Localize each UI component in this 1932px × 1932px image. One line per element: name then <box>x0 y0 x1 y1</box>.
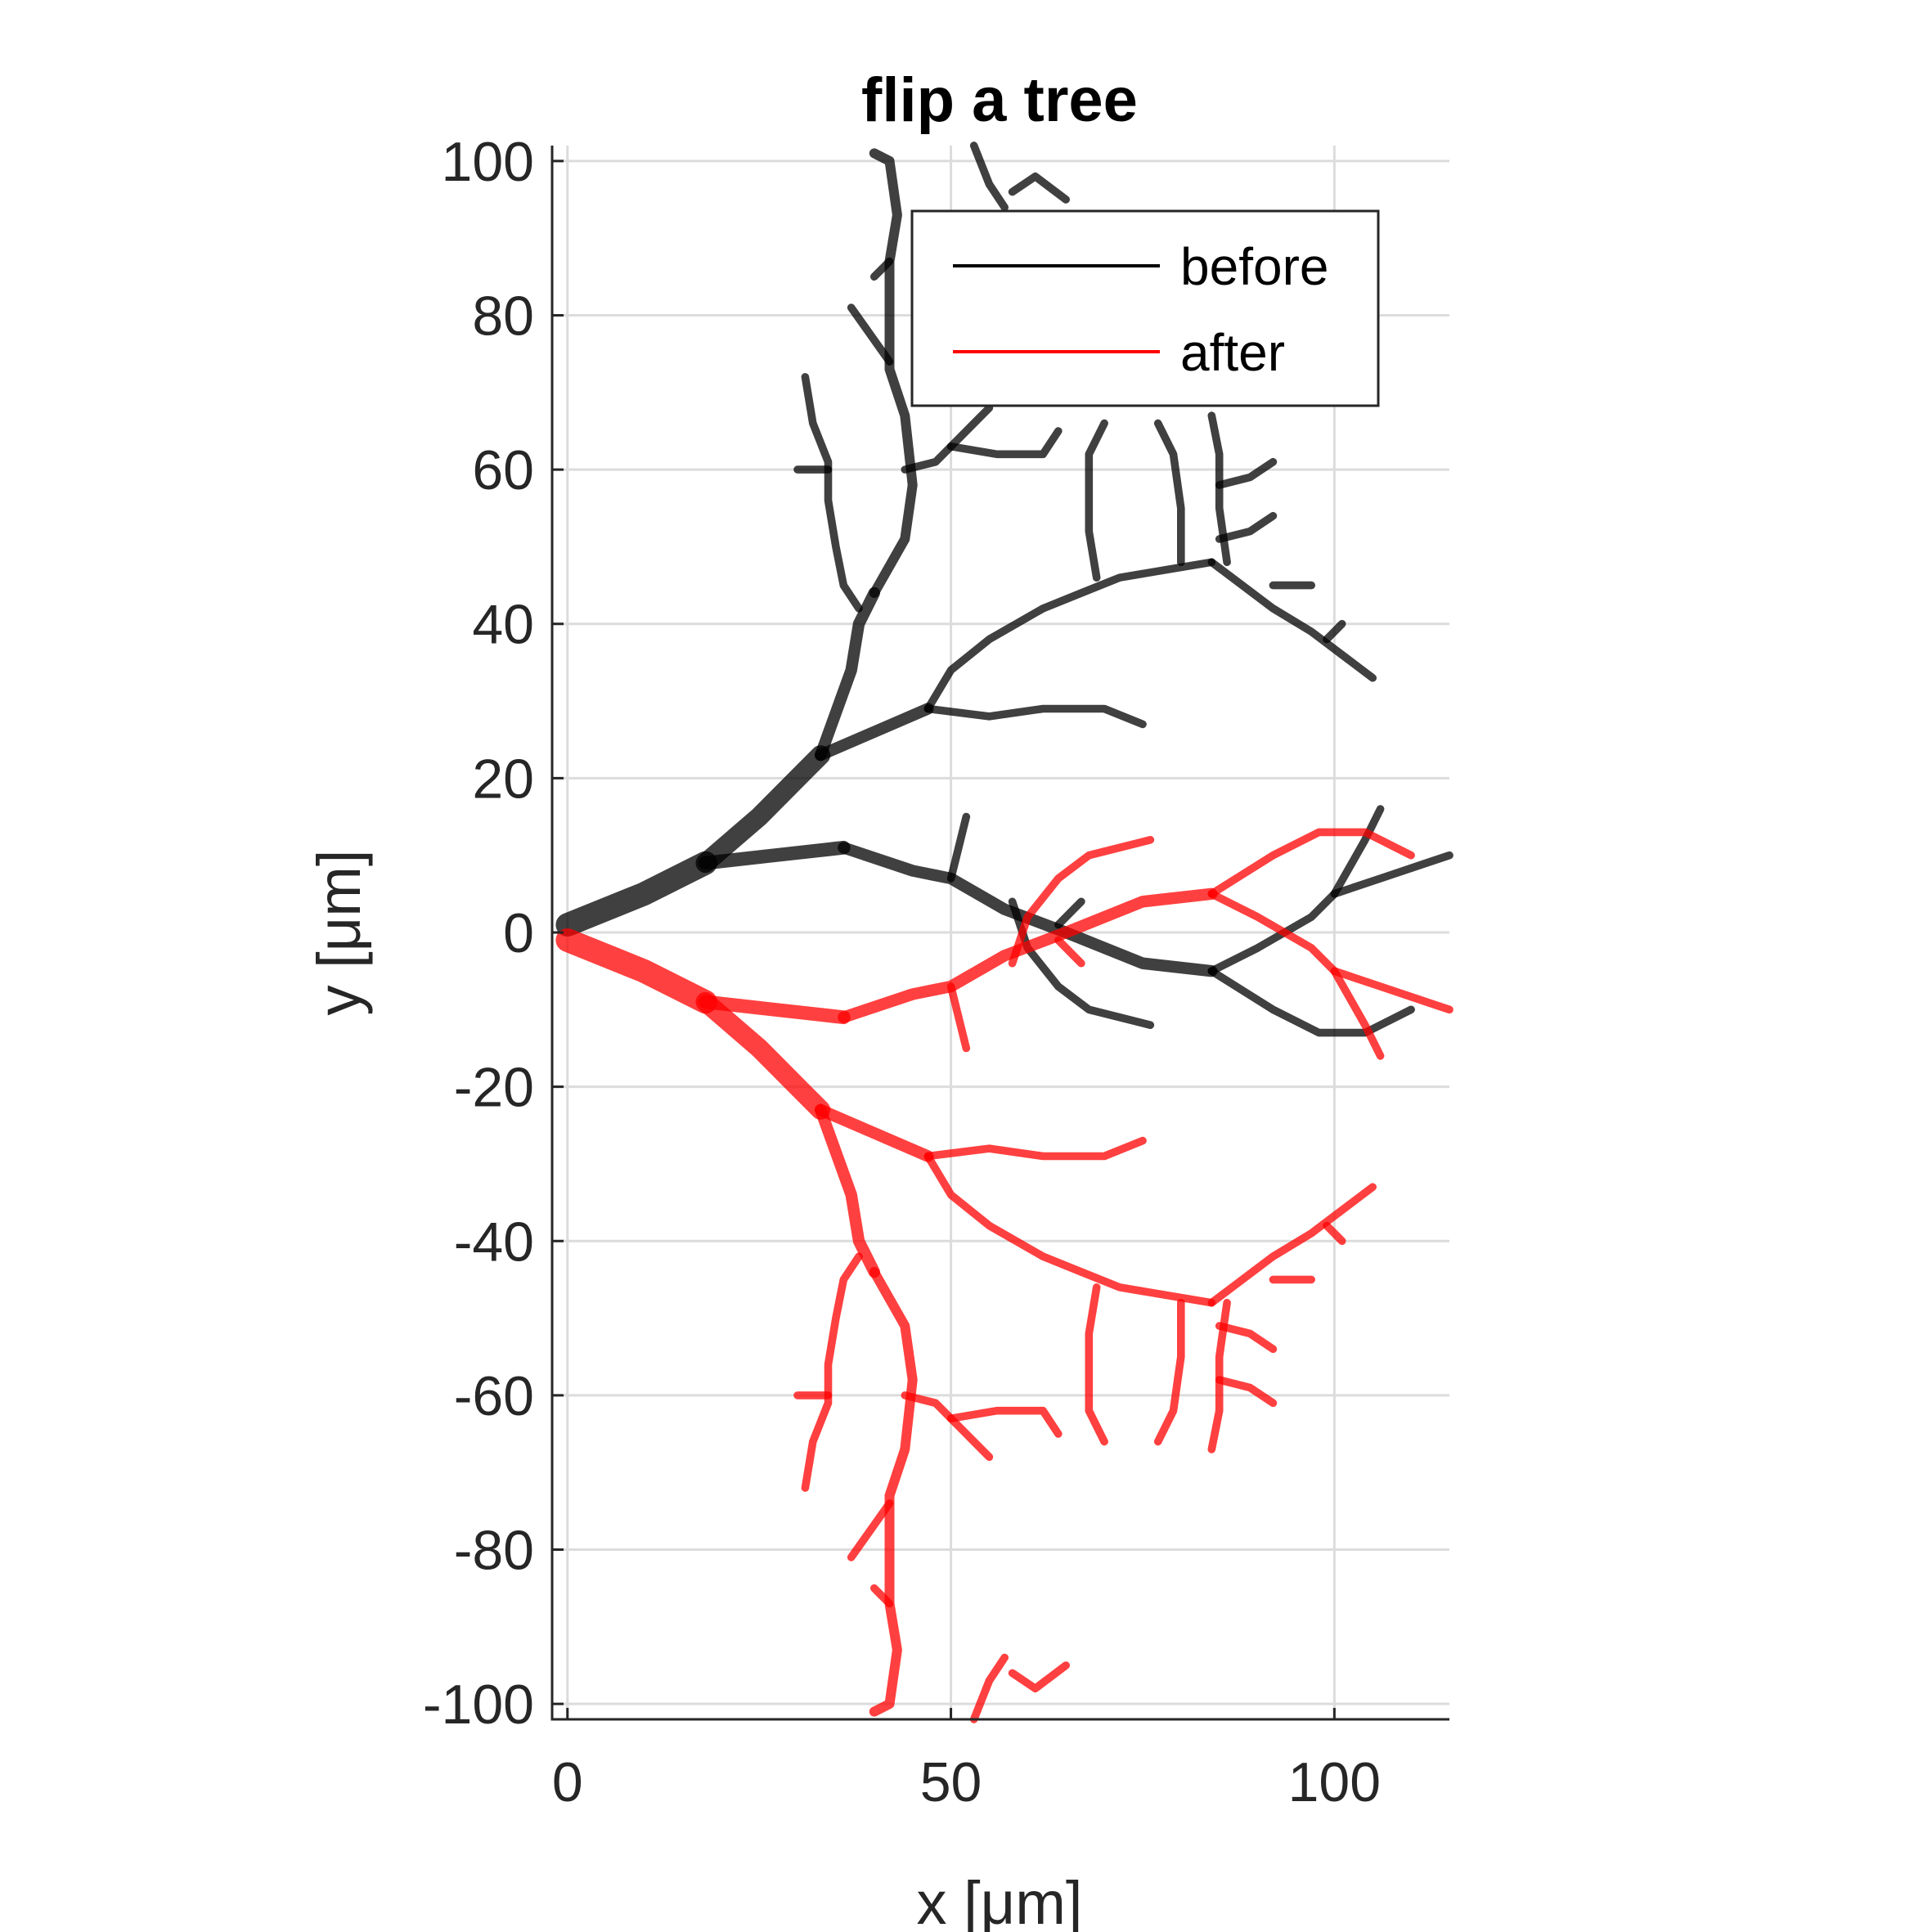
after-branch-23 <box>801 1252 863 1492</box>
y-tick-label-4: 20 <box>472 748 534 810</box>
after-branch-7 <box>946 982 971 1053</box>
before-branch-0 <box>555 851 717 937</box>
after-branch-1 <box>695 991 831 1120</box>
after-branch-27 <box>847 1499 894 1561</box>
before-branch-19 <box>1153 419 1185 567</box>
before-branch-22 <box>869 148 918 598</box>
before-branch-30 <box>1008 172 1070 204</box>
before-branch-9 <box>1054 897 1085 929</box>
before-branch-12 <box>923 558 1216 713</box>
axis-lines <box>550 146 1449 1721</box>
before-branch-23 <box>801 373 863 613</box>
after-branch-4 <box>1207 828 1415 898</box>
before-branch-11 <box>923 704 1147 729</box>
y-tick-label-8: -60 <box>454 1365 534 1427</box>
after-branch-15 <box>1323 1221 1346 1246</box>
after-branch-26 <box>946 1406 1063 1438</box>
after-branch-29 <box>969 1653 1009 1723</box>
y-tick-label-0: 100 <box>442 131 534 193</box>
after-branch-28 <box>870 1584 894 1608</box>
tick-labels: 0 50 100 100 80 60 40 20 0 -20 -40 -60 -80 -100 <box>423 131 1381 1813</box>
before-branch-27 <box>847 303 894 366</box>
after-branch-6 <box>1330 967 1453 1014</box>
y-axis-label: y [μm] <box>305 850 373 1016</box>
after-branch-12 <box>923 1152 1216 1307</box>
after-branch-18 <box>1215 1376 1278 1408</box>
plot-area <box>555 142 1453 1723</box>
before-branch-29 <box>969 142 1009 212</box>
after-branch-11 <box>923 1136 1147 1161</box>
after-branch-2 <box>699 995 851 1025</box>
before-branch-10 <box>815 703 934 762</box>
after-branch-10 <box>815 1103 934 1162</box>
x-tick-label-0: 0 <box>552 1751 583 1813</box>
y-tick-label-5: 0 <box>503 902 534 964</box>
legend-box <box>910 209 1380 407</box>
y-tick-label-7: -40 <box>454 1211 534 1273</box>
after-branch-8 <box>1008 836 1155 968</box>
after-branch-0 <box>555 928 717 1014</box>
after-branch-3 <box>838 887 1218 1023</box>
legend-label-before: before <box>1180 237 1328 296</box>
x-tick-label-1: 50 <box>920 1751 982 1813</box>
before-branch-2 <box>699 840 851 870</box>
x-axis-label: x [μm] <box>917 1869 1083 1932</box>
before-branch-6 <box>1330 851 1453 898</box>
before-branch-1 <box>695 745 831 874</box>
after-branch-20 <box>1085 1283 1108 1446</box>
y-tick-label-3: 40 <box>472 594 534 656</box>
before-branch-26 <box>946 427 1063 459</box>
before-branch-17 <box>1215 511 1278 543</box>
after-branch-17 <box>1215 1322 1278 1354</box>
axes <box>550 146 1449 1721</box>
before-branch-4 <box>1207 967 1415 1037</box>
before-branch-28 <box>870 257 894 281</box>
after-branch-30 <box>1008 1661 1070 1693</box>
after-branch-13 <box>1207 1183 1377 1307</box>
before-branch-7 <box>946 812 971 883</box>
chart-title: flip a tree <box>861 65 1138 135</box>
before-branch-20 <box>1085 419 1108 582</box>
before-branch-13 <box>1207 558 1377 682</box>
y-tick-label-10: -100 <box>423 1674 534 1736</box>
after-branch-21 <box>815 1103 880 1278</box>
y-tick-label-6: -20 <box>454 1057 534 1119</box>
before-branch-3 <box>838 842 1218 977</box>
after-branch-5 <box>1207 890 1385 1060</box>
before-branch-18 <box>1215 457 1278 489</box>
x-tick-label-2: 100 <box>1288 1751 1381 1813</box>
after-branch-19 <box>1153 1298 1185 1446</box>
before-branch-21 <box>815 586 880 762</box>
y-tick-label-1: 80 <box>472 285 534 347</box>
after-branch-22 <box>869 1267 918 1717</box>
before-branch-15 <box>1323 619 1346 644</box>
legend[interactable]: before after <box>910 209 1380 407</box>
y-tick-label-2: 60 <box>472 439 534 501</box>
after-branch-9 <box>1054 936 1085 968</box>
y-tick-label-9: -80 <box>454 1520 534 1582</box>
legend-label-after: after <box>1180 323 1285 382</box>
